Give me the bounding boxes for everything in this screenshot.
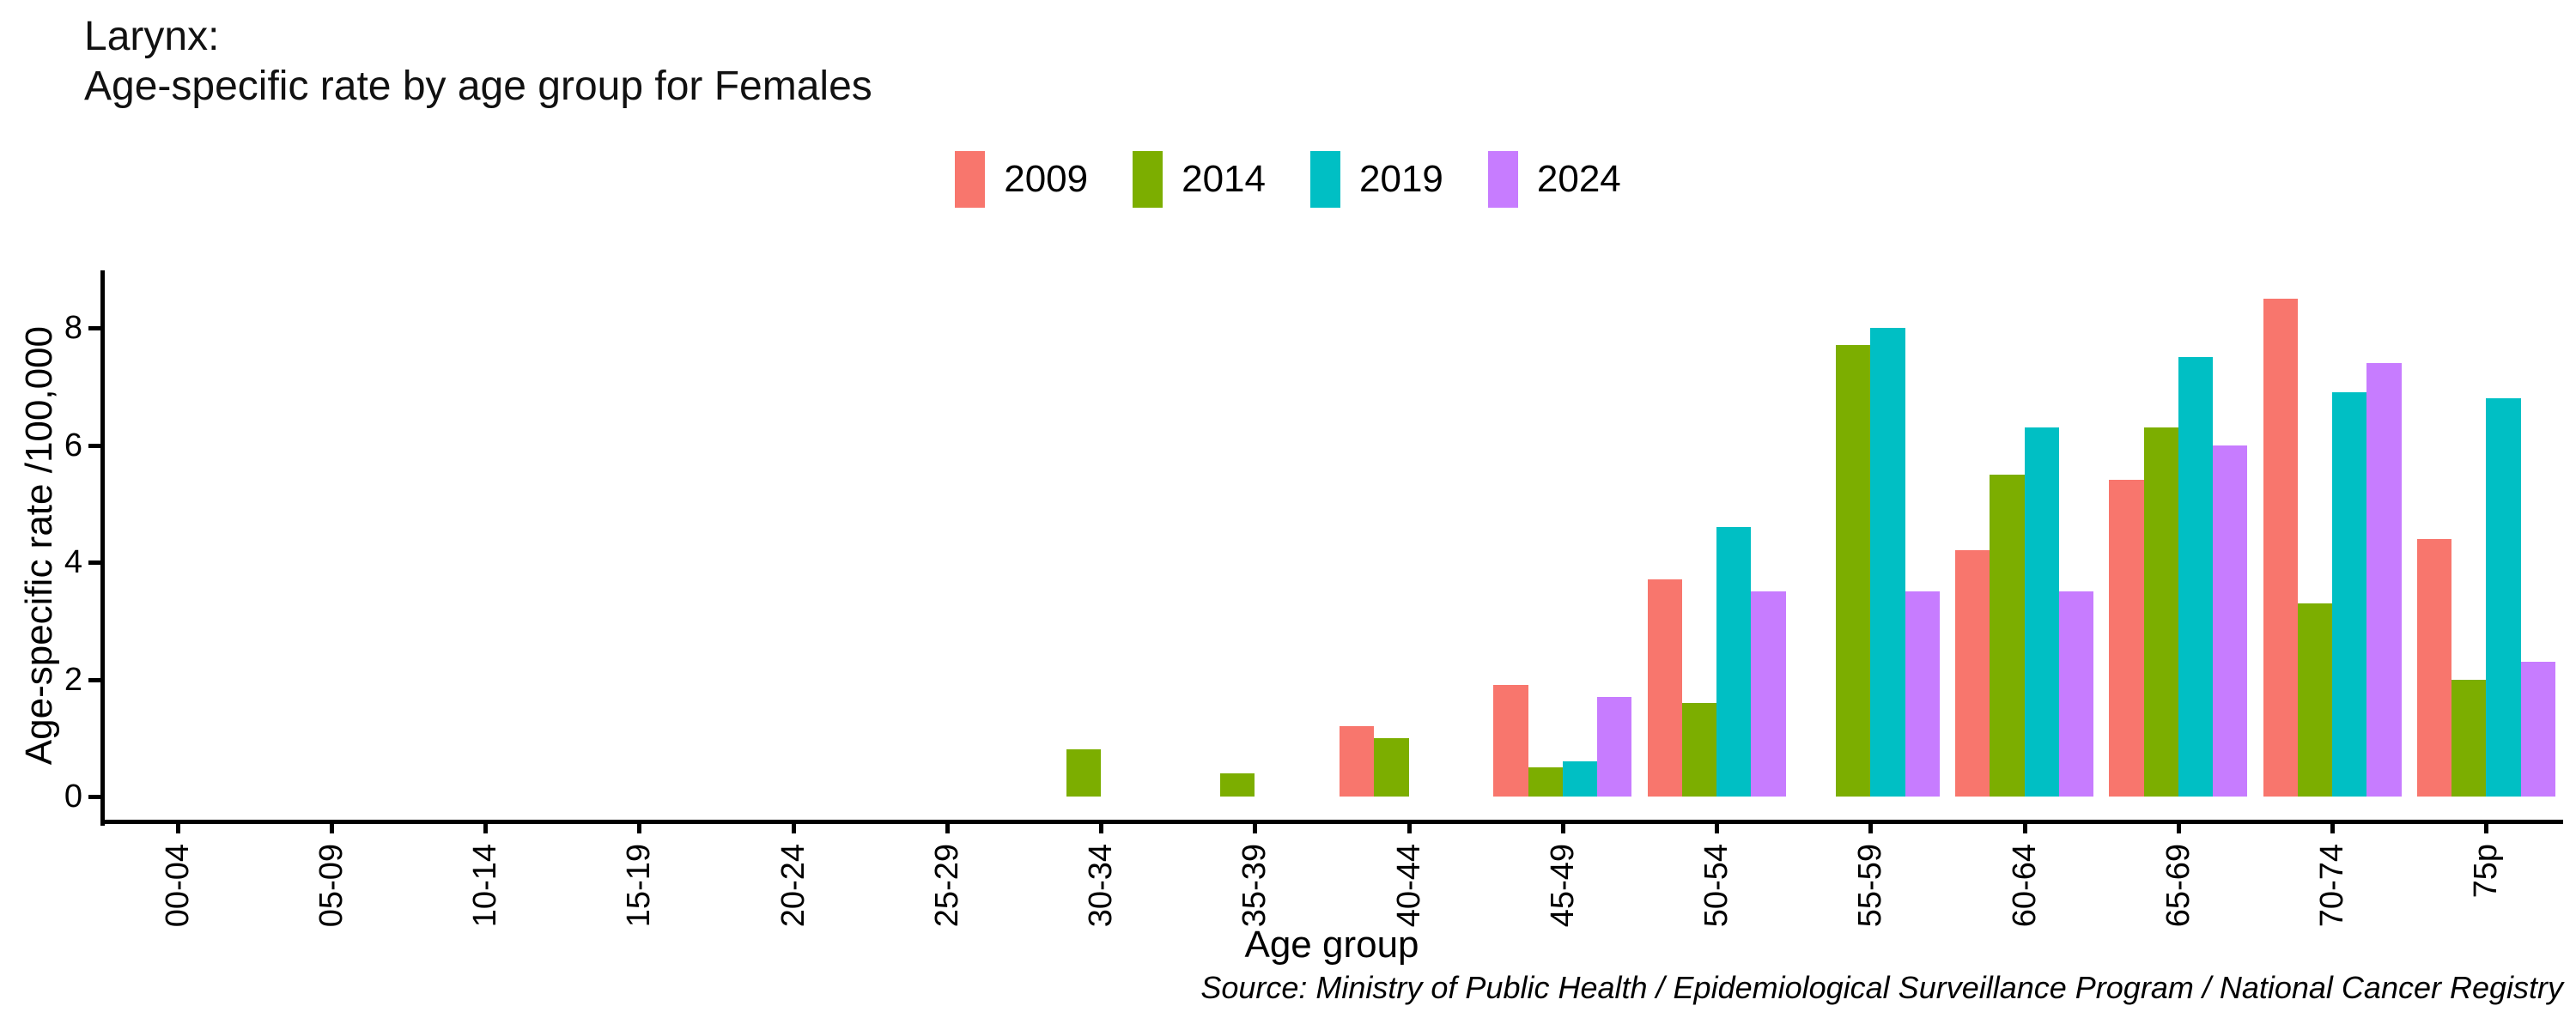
bar-2024-60-64 xyxy=(2058,591,2094,797)
bar-2014-30-34 xyxy=(1066,749,1102,797)
x-tick-mark xyxy=(483,821,489,833)
legend-label-2019: 2019 xyxy=(1359,158,1443,200)
x-tick-mark xyxy=(1099,821,1104,833)
bar-2019-70-74 xyxy=(2332,392,2367,797)
x-tick-mark xyxy=(945,821,950,833)
x-tick-mark xyxy=(329,821,334,833)
x-tick-label: 70-74 xyxy=(2314,844,2351,928)
x-tick-mark xyxy=(1406,821,1412,833)
bar-2009-45-49 xyxy=(1493,685,1528,797)
bar-2024-45-49 xyxy=(1597,696,1632,797)
bar-2014-35-39 xyxy=(1220,772,1255,797)
legend-swatch-2009 xyxy=(955,151,986,208)
x-tick-label: 35-39 xyxy=(1236,844,1273,928)
y-tick-mark xyxy=(88,326,100,330)
y-tick-mark xyxy=(88,560,100,565)
bar-2009-40-44 xyxy=(1340,726,1375,797)
legend-label-2009: 2009 xyxy=(1004,158,1089,200)
bar-2014-60-64 xyxy=(1990,474,2025,797)
chart-title: Larynx: Age-specific rate by age group f… xyxy=(84,12,872,112)
legend-swatch-2014 xyxy=(1133,151,1163,208)
y-tick-label: 2 xyxy=(64,661,82,698)
bar-2009-65-69 xyxy=(2109,480,2144,797)
x-tick-label: 40-44 xyxy=(1390,844,1427,928)
bar-2009-75p xyxy=(2416,538,2452,797)
bar-2019-55-59 xyxy=(1870,328,1905,797)
chart-title-line2: Age-specific rate by age group for Femal… xyxy=(84,64,872,109)
bar-2014-70-74 xyxy=(2297,603,2333,797)
bar-2019-60-64 xyxy=(2024,427,2059,797)
x-tick-mark xyxy=(2484,821,2489,833)
x-tick-mark xyxy=(1715,821,1720,833)
bar-2024-65-69 xyxy=(2213,445,2248,797)
x-tick-mark xyxy=(1560,821,1565,833)
y-tick-label: 6 xyxy=(64,427,82,464)
x-tick-mark xyxy=(175,821,180,833)
bar-2019-75p xyxy=(2486,397,2521,797)
legend-item-2009: 2009 xyxy=(955,151,1088,208)
legend-label-2024: 2024 xyxy=(1536,158,1621,200)
x-tick-mark xyxy=(2330,821,2336,833)
x-tick-mark xyxy=(637,821,642,833)
y-axis-line xyxy=(100,270,105,826)
x-tick-mark xyxy=(791,821,796,833)
bar-2009-50-54 xyxy=(1647,579,1682,797)
legend-item-2019: 2019 xyxy=(1310,151,1443,208)
bar-2019-65-69 xyxy=(2178,357,2214,797)
bar-2019-45-49 xyxy=(1562,761,1598,797)
x-tick-label: 30-34 xyxy=(1083,844,1120,928)
bar-2024-55-59 xyxy=(1905,591,1940,797)
x-tick-label: 75p xyxy=(2468,844,2505,899)
x-tick-label: 60-64 xyxy=(2006,844,2043,928)
y-tick-label: 0 xyxy=(64,779,82,815)
x-tick-label: 20-24 xyxy=(775,844,811,928)
bar-2014-50-54 xyxy=(1681,702,1717,797)
legend-item-2024: 2024 xyxy=(1487,151,1621,208)
x-axis-title: Age group xyxy=(1244,924,1419,966)
x-tick-label: 45-49 xyxy=(1544,844,1581,928)
legend-item-2014: 2014 xyxy=(1133,151,1266,208)
x-tick-mark xyxy=(1868,821,1874,833)
legend: 2009 2014 2019 2024 xyxy=(0,151,2576,208)
y-axis-title: Age-specific rate /100,000 xyxy=(18,326,60,766)
x-tick-label: 65-69 xyxy=(2160,844,2196,928)
y-axis-title-wrap: Age-specific rate /100,000 xyxy=(9,270,70,821)
bar-2014-75p xyxy=(2451,679,2487,797)
y-tick-mark xyxy=(88,443,100,448)
source-note: Source: Ministry of Public Health / Epid… xyxy=(1200,970,2563,1005)
x-tick-mark xyxy=(2022,821,2027,833)
x-tick-label: 25-29 xyxy=(928,844,965,928)
bar-2014-65-69 xyxy=(2143,427,2178,797)
x-tick-label: 55-59 xyxy=(1852,844,1889,928)
legend-swatch-2019 xyxy=(1310,151,1340,208)
x-tick-label: 00-04 xyxy=(159,844,196,928)
y-tick-label: 8 xyxy=(64,310,82,346)
bar-2014-55-59 xyxy=(1836,345,1871,797)
x-tick-label: 10-14 xyxy=(467,844,504,928)
bar-2009-70-74 xyxy=(2263,298,2298,797)
y-tick-mark xyxy=(88,677,100,682)
x-tick-mark xyxy=(1253,821,1258,833)
y-tick-mark xyxy=(88,795,100,799)
bar-2024-75p xyxy=(2520,662,2555,797)
x-axis-line xyxy=(100,820,2563,824)
bar-2019-50-54 xyxy=(1716,527,1752,797)
y-tick-label: 4 xyxy=(64,544,82,580)
x-tick-label: 50-54 xyxy=(1698,844,1735,928)
x-tick-label: 05-09 xyxy=(313,844,349,928)
legend-label-2014: 2014 xyxy=(1182,158,1266,200)
bar-2024-50-54 xyxy=(1751,591,1786,797)
chart-title-line1: Larynx: xyxy=(84,14,220,59)
bar-2014-45-49 xyxy=(1528,766,1563,797)
legend-swatch-2024 xyxy=(1487,151,1518,208)
x-tick-label: 15-19 xyxy=(621,844,658,928)
bar-2014-40-44 xyxy=(1374,737,1409,797)
bar-2009-60-64 xyxy=(1955,550,1990,797)
bar-2024-70-74 xyxy=(2366,362,2402,797)
x-tick-mark xyxy=(2176,821,2181,833)
